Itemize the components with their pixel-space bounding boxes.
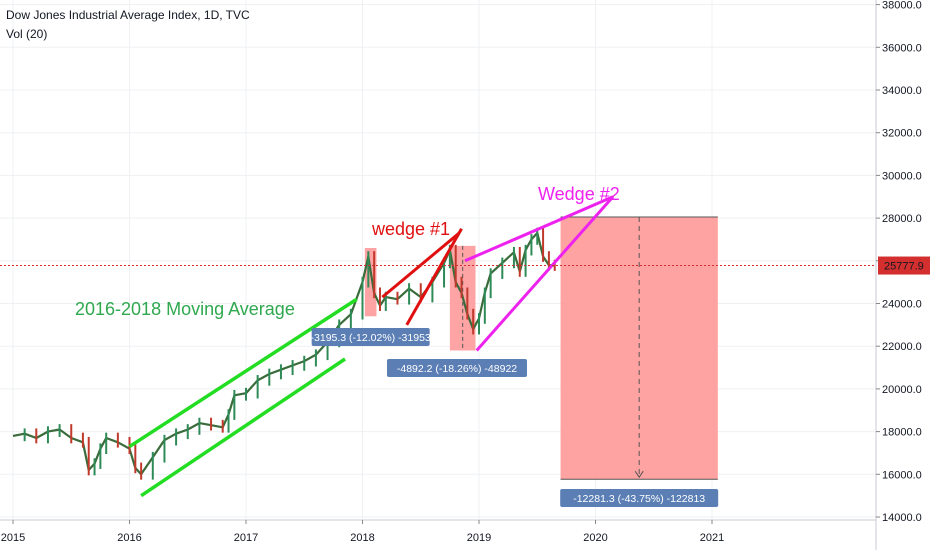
channel-lower-line[interactable] xyxy=(140,357,346,498)
y-tick-label: 36000.0 xyxy=(882,42,922,54)
x-tick-label: 2017 xyxy=(234,532,258,544)
x-tick-label: 2020 xyxy=(583,532,607,544)
y-tick-label: 22000.0 xyxy=(882,341,922,353)
measure-label-3[interactable]: -12281.3 (-43.75%) -122813 xyxy=(573,493,705,505)
measure-box-1[interactable] xyxy=(364,247,377,317)
x-tick-label: 2021 xyxy=(700,532,724,544)
y-tick-label: 34000.0 xyxy=(882,85,922,97)
measure-label-2-bg xyxy=(387,359,527,377)
measure-label-3-bg xyxy=(560,489,719,507)
y-tick-label: 28000.0 xyxy=(882,213,922,225)
measure-label-1-bg xyxy=(311,328,430,346)
y-tick-label: 38000.0 xyxy=(882,0,922,12)
wedge2-annotation[interactable]: Wedge #2 xyxy=(538,184,620,204)
measure-label-1[interactable]: -3195.3 (-12.02%) -31953 xyxy=(311,332,431,344)
y-tick-label: 20000.0 xyxy=(882,384,922,396)
wedge1-lower-line[interactable] xyxy=(405,228,463,326)
wedge2-upper-line[interactable] xyxy=(464,195,614,263)
y-tick-label: 14000.0 xyxy=(882,512,922,524)
last-price-label: 25777.9 xyxy=(884,261,924,273)
volume-indicator-label[interactable]: Vol (20) xyxy=(6,27,48,41)
channel-upper-line[interactable] xyxy=(128,297,358,449)
y-tick-label: 18000.0 xyxy=(882,427,922,439)
x-tick-label: 2016 xyxy=(117,532,141,544)
measure-label-2[interactable]: -4892.2 (-18.26%) -48922 xyxy=(397,363,517,375)
x-tick-label: 2015 xyxy=(1,532,25,544)
zone-arrow xyxy=(634,470,644,479)
y-tick-label: 32000.0 xyxy=(882,128,922,140)
last-price-tag xyxy=(878,256,930,275)
y-tick-label: 30000.0 xyxy=(882,170,922,182)
wedge1-annotation[interactable]: wedge #1 xyxy=(371,219,450,239)
wedge2-lower-line[interactable] xyxy=(475,195,615,352)
moving-average-annotation[interactable]: 2016-2018 Moving Average xyxy=(75,299,295,319)
chart-title: Dow Jones Industrial Average Index, 1D, … xyxy=(6,8,250,22)
x-tick-label: 2019 xyxy=(467,532,491,544)
x-tick-label: 2018 xyxy=(350,532,374,544)
y-tick-label: 16000.0 xyxy=(882,469,922,481)
y-tick-label: 24000.0 xyxy=(882,299,922,311)
